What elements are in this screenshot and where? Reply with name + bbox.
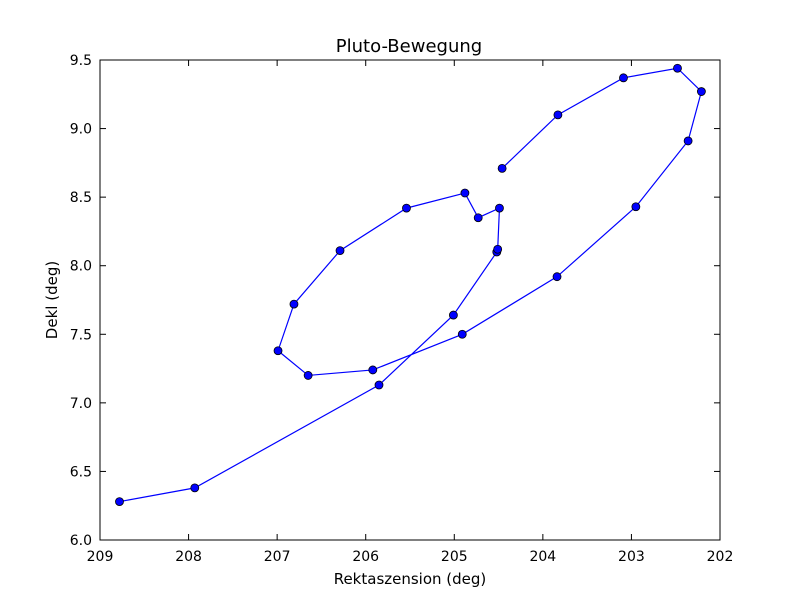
data-point [190, 483, 200, 493]
axis-ticks: 209 208 207 206 205 204 203 202 6.0 6.5 7.0 7.5 8.0 8… [70, 53, 734, 565]
data-point [273, 346, 283, 356]
data-point [448, 310, 458, 320]
x-tick-label: 204 [529, 549, 556, 565]
data-point [374, 380, 384, 390]
data-point [303, 371, 313, 380]
y-tick-label: 8.5 [70, 190, 92, 206]
series-line [119, 67, 703, 503]
data-point [115, 497, 124, 507]
data-point [495, 203, 504, 213]
y-tick-label: 9.5 [70, 53, 92, 69]
data-point [697, 87, 706, 96]
data-point [683, 136, 693, 146]
y-tick-label: 8.0 [70, 259, 92, 275]
x-tick-label: 203 [618, 549, 645, 565]
data-series [115, 63, 706, 507]
data-point [631, 202, 641, 212]
data-point [289, 299, 299, 309]
x-tick-label: 209 [87, 549, 114, 565]
x-tick-label: 208 [175, 549, 202, 565]
y-tick-label: 9.0 [70, 122, 92, 138]
data-point [619, 73, 628, 83]
x-tick-label: 202 [707, 549, 734, 565]
x-tick-label: 206 [352, 549, 379, 565]
data-point [460, 188, 470, 198]
data-point [553, 110, 563, 120]
y-tick-label: 6.0 [70, 533, 92, 549]
data-point [673, 63, 682, 73]
plot-area-frame [99, 59, 721, 541]
data-point [497, 163, 507, 173]
x-tick-label: 205 [441, 549, 468, 565]
x-tick-label: 207 [264, 549, 291, 565]
data-point [368, 365, 378, 375]
data-point [493, 244, 503, 254]
chart-title: Pluto-Bewegung [336, 36, 482, 57]
y-tick-label: 7.5 [70, 327, 92, 343]
y-tick-label: 7.0 [70, 396, 92, 412]
data-point [457, 329, 467, 339]
x-axis-label: Rektaszension (deg) [334, 570, 487, 588]
y-tick-label: 6.5 [70, 464, 92, 480]
data-point [335, 246, 345, 256]
data-point [552, 272, 562, 282]
data-point [402, 203, 411, 213]
y-axis-label: Dekl (deg) [43, 261, 61, 339]
data-point [473, 213, 483, 223]
